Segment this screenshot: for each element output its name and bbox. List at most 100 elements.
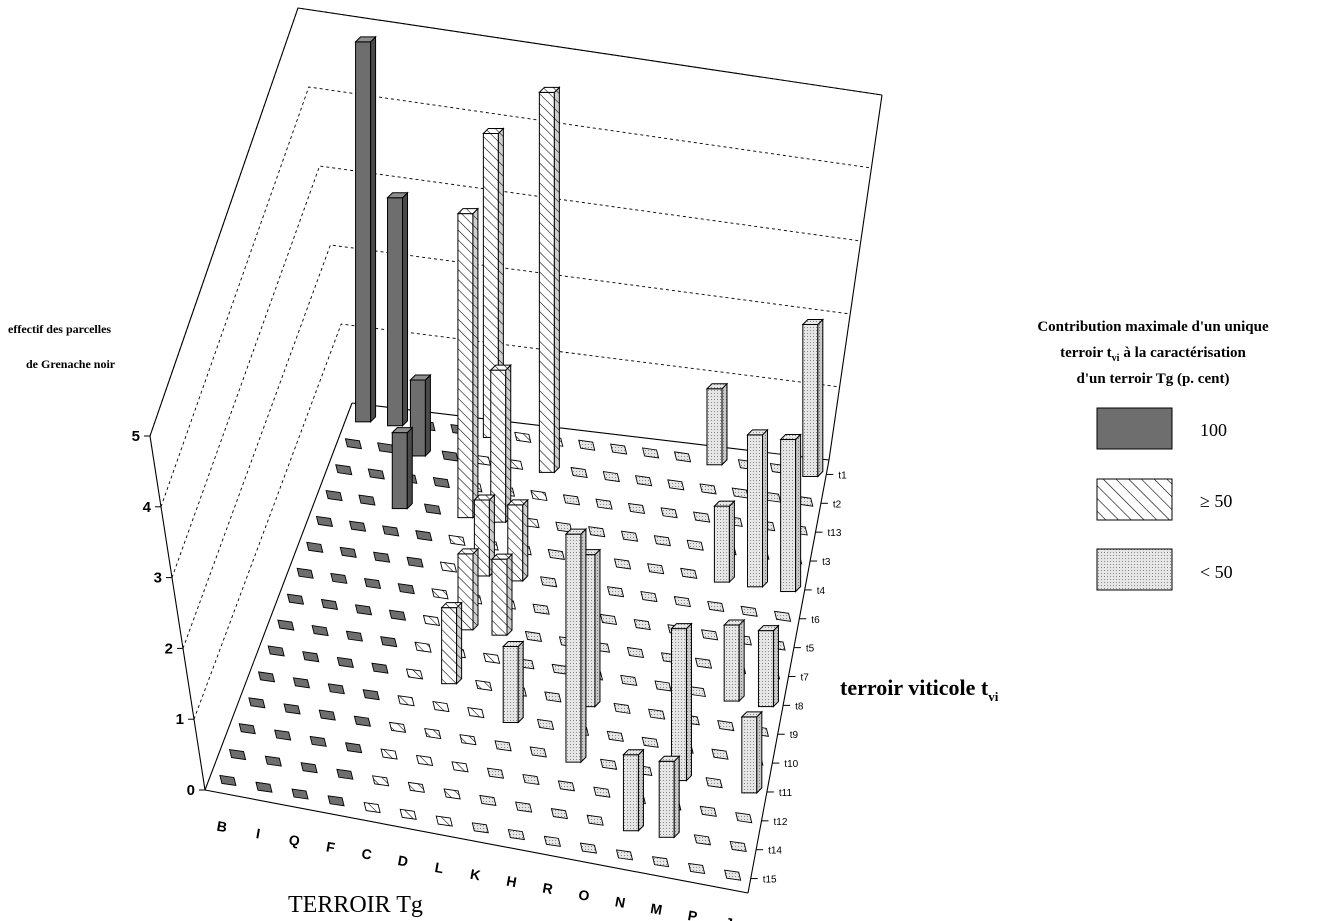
- z-category-label: t13: [828, 528, 842, 539]
- floor-cell: [415, 754, 434, 766]
- left-floor-edge: [204, 402, 353, 791]
- floor-cell: [540, 576, 558, 588]
- floor-cell: [479, 794, 497, 807]
- z-category-label: t8: [795, 701, 804, 712]
- floor-cell: [773, 610, 792, 622]
- floor-cell: [431, 588, 449, 600]
- floor-cell: [620, 674, 638, 686]
- floor-cell: [399, 808, 417, 820]
- z-category-label: t9: [790, 730, 799, 741]
- floor-cell: [486, 767, 505, 779]
- floor-cell: [264, 755, 282, 767]
- floor-cell: [507, 829, 525, 841]
- x-category-label: N: [614, 893, 627, 911]
- floor-cell: [354, 604, 373, 616]
- floor-cell: [640, 591, 658, 603]
- floor-cell: [397, 583, 415, 595]
- floor-cell: [406, 556, 424, 568]
- floor-cell: [557, 780, 576, 792]
- floor-cell: [363, 577, 382, 590]
- bar: [722, 618, 746, 703]
- floor-cell: [373, 551, 391, 563]
- floor-cell: [693, 511, 711, 523]
- y-axis-ticks: 0 1 2 3 4 5: [132, 428, 205, 799]
- floor-cell: [651, 856, 670, 868]
- bars-layer: [354, 35, 825, 839]
- floor-cell: [673, 451, 692, 463]
- floor-cell: [348, 520, 367, 532]
- left-wall-edge: [149, 7, 299, 437]
- zlabel-sub: vi: [988, 689, 999, 704]
- y-tick-label: 0: [187, 782, 195, 799]
- legend-title-line-2b: à la caractérisation: [1123, 345, 1246, 361]
- floor-cell: [579, 842, 598, 854]
- floor-cell: [699, 483, 717, 495]
- x-category-label: L: [434, 859, 446, 876]
- z-category-label: t5: [806, 644, 815, 655]
- floor-cell: [255, 781, 273, 793]
- legend-swatch-solid: [1096, 407, 1173, 450]
- y-tick-label: 3: [154, 570, 162, 587]
- floor-cell: [311, 625, 329, 637]
- floor-cell: [358, 494, 376, 506]
- floor-cell: [731, 487, 749, 499]
- gridline: [160, 86, 872, 507]
- floor-cell: [277, 619, 295, 631]
- floor-cell: [467, 707, 485, 719]
- floor-cell: [547, 548, 565, 561]
- bar: [386, 191, 409, 427]
- floor-cell: [647, 563, 665, 575]
- floor-cell: [345, 630, 364, 642]
- floor-cell: [717, 720, 735, 732]
- legend-label-dots: < 50: [1200, 562, 1233, 582]
- floor-cell: [382, 525, 400, 537]
- legend-title-line-2a: terroir t: [1060, 345, 1112, 361]
- z-category-label: t12: [774, 817, 788, 828]
- x-category-label: H: [505, 873, 518, 891]
- floor-cell: [606, 730, 624, 742]
- floor-cell: [593, 786, 611, 798]
- floor-cell: [339, 546, 357, 558]
- bar: [779, 433, 802, 593]
- floor-cell: [309, 735, 327, 747]
- floor-cell: [422, 614, 441, 627]
- floor-cell: [578, 439, 596, 451]
- legend-title-line-2: terroir tvi à la caractérisation: [1060, 345, 1246, 364]
- bar: [391, 426, 414, 510]
- floor-cell: [415, 530, 433, 542]
- x-category-label: F: [325, 838, 337, 855]
- floor-cell: [530, 489, 548, 502]
- floor-cell: [471, 822, 489, 834]
- x-category-label: D: [397, 852, 410, 870]
- floor-cell: [414, 641, 432, 653]
- floor-cell: [494, 740, 512, 752]
- floor-cell: [686, 539, 704, 551]
- z-category-label: t14: [768, 846, 782, 857]
- floor-cell: [626, 646, 645, 659]
- x-category-label: R: [541, 880, 554, 898]
- zlabel-main: terroir viticole t: [840, 675, 989, 700]
- floor-cell: [693, 834, 712, 846]
- z-category-label: t1: [838, 470, 847, 481]
- floor-cell: [353, 715, 372, 727]
- floor-cell: [439, 561, 458, 573]
- x-category-label: K: [469, 866, 482, 884]
- floor-cell: [620, 530, 639, 542]
- zlabel: terroir viticole tvi: [840, 675, 999, 704]
- floor-cell: [335, 464, 353, 476]
- floor-cell: [448, 534, 466, 546]
- floor-cell: [483, 652, 501, 664]
- floor-cell: [345, 742, 363, 754]
- floor-cell: [274, 729, 292, 741]
- floor-cell: [680, 567, 698, 579]
- floor-cell: [544, 691, 562, 703]
- y-tick-label: 5: [132, 428, 140, 445]
- bar: [501, 640, 525, 724]
- x-category-label: P: [687, 907, 699, 921]
- x-category-label: B: [216, 818, 229, 836]
- bar: [622, 748, 645, 832]
- bar: [740, 710, 764, 795]
- gridline: [171, 165, 861, 578]
- floor-cell: [729, 840, 747, 852]
- floor-cell: [515, 801, 533, 813]
